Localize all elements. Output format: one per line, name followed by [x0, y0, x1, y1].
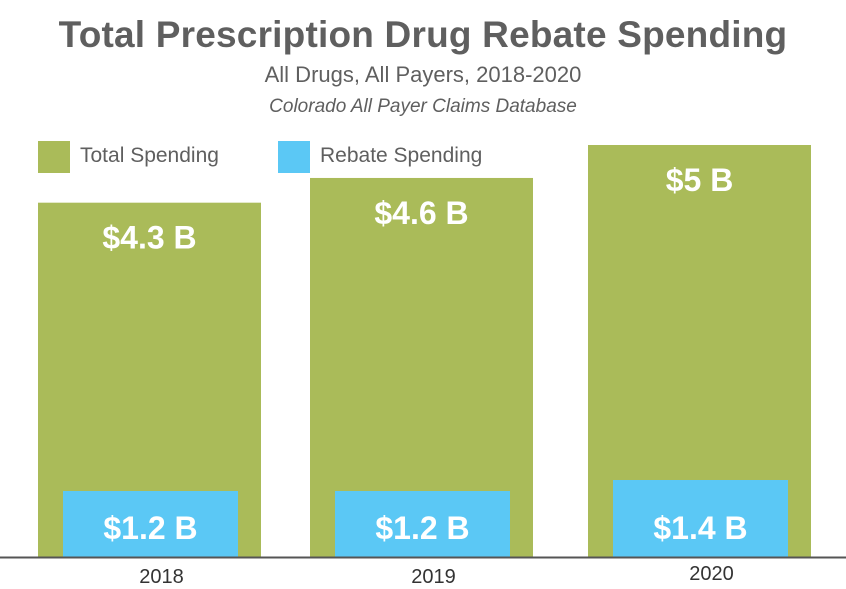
chart-title: Total Prescription Drug Rebate Spending	[58, 14, 788, 55]
data-label-total-2018: $4.3 B	[102, 220, 196, 256]
chart-source: Colorado All Payer Claims Database	[269, 96, 577, 117]
bar-rebate-2019	[335, 491, 510, 557]
data-label-total-2020: $5 B	[666, 162, 734, 198]
legend-swatch-rebate	[278, 141, 310, 173]
x-tick-label-2019: 2019	[411, 566, 456, 588]
bar-rebate-2018	[63, 491, 238, 557]
chart-subtitle: All Drugs, All Payers, 2018-2020	[264, 62, 582, 87]
legend-label-rebate: Rebate Spending	[320, 144, 483, 167]
legend-label-total: Total Spending	[80, 144, 219, 167]
x-tick-label-2018: 2018	[139, 566, 184, 588]
legend-swatch-total	[38, 141, 70, 173]
data-label-total-2019: $4.6 B	[374, 195, 468, 231]
data-label-rebate-2019: $1.2 B	[375, 510, 469, 546]
bar-rebate-2020	[613, 480, 788, 557]
x-tick-label-2020: 2020	[689, 563, 734, 585]
data-label-rebate-2020: $1.4 B	[653, 510, 747, 546]
data-label-rebate-2018: $1.2 B	[103, 510, 197, 546]
